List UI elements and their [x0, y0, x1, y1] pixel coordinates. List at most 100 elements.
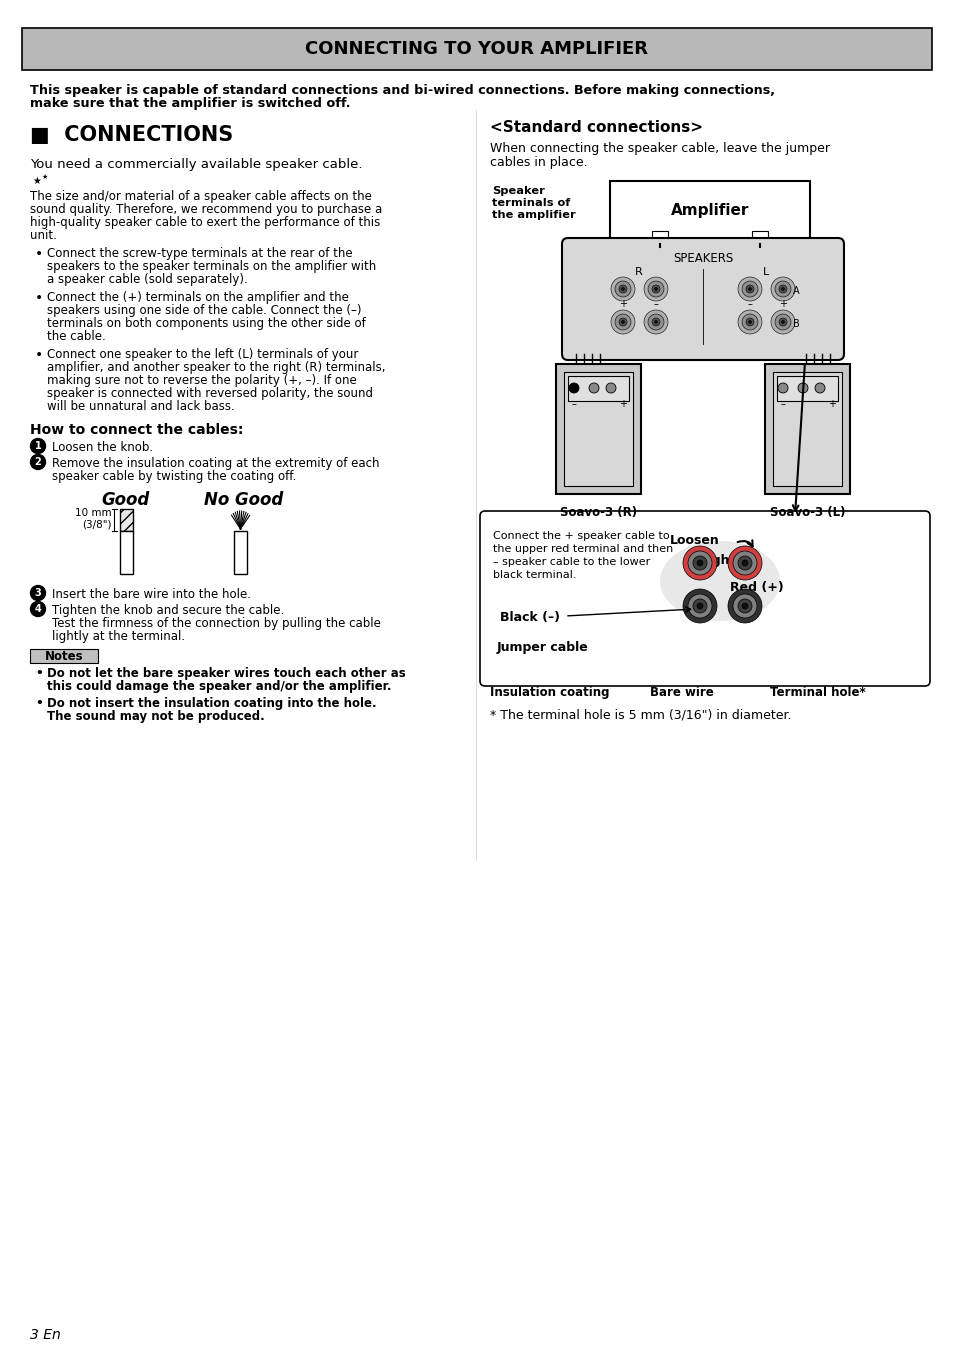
- Text: •: •: [35, 697, 43, 710]
- Bar: [764, 364, 849, 493]
- Text: Jumper cable: Jumper cable: [497, 642, 588, 654]
- Text: will be unnatural and lack bass.: will be unnatural and lack bass.: [47, 400, 234, 412]
- Bar: [22, 28, 931, 70]
- Text: ★: ★: [42, 174, 49, 181]
- Text: a speaker cable (sold separately).: a speaker cable (sold separately).: [47, 274, 248, 286]
- Circle shape: [738, 276, 761, 301]
- Text: ★: ★: [32, 177, 41, 186]
- Text: 1: 1: [34, 441, 41, 452]
- Text: +: +: [618, 399, 626, 408]
- Circle shape: [620, 321, 624, 324]
- Bar: [772, 372, 841, 487]
- Circle shape: [30, 601, 46, 616]
- Text: +: +: [618, 299, 626, 309]
- Text: –: –: [653, 299, 658, 309]
- Text: terminals on both components using the other side of: terminals on both components using the o…: [47, 317, 365, 330]
- Circle shape: [727, 546, 761, 580]
- Circle shape: [687, 594, 711, 617]
- Text: You need a commercially available speaker cable.: You need a commercially available speake…: [30, 158, 362, 171]
- Circle shape: [697, 603, 702, 609]
- Text: 2: 2: [34, 457, 41, 466]
- Text: the cable.: the cable.: [47, 330, 106, 342]
- Circle shape: [745, 284, 753, 293]
- Circle shape: [682, 546, 717, 580]
- Text: •: •: [35, 291, 43, 305]
- Bar: [567, 376, 628, 400]
- Text: Good: Good: [102, 491, 150, 510]
- Text: L: L: [762, 267, 768, 276]
- Text: Soavo-3 (R): Soavo-3 (R): [559, 506, 637, 519]
- Circle shape: [30, 438, 46, 453]
- Text: speakers to the speaker terminals on the amplifier with: speakers to the speaker terminals on the…: [47, 260, 375, 274]
- Circle shape: [610, 310, 635, 334]
- Text: Connect the + speaker cable to: Connect the + speaker cable to: [493, 531, 669, 541]
- Circle shape: [647, 280, 663, 297]
- Text: •: •: [35, 348, 43, 363]
- Circle shape: [620, 287, 624, 291]
- Bar: [651, 231, 667, 239]
- Circle shape: [568, 383, 578, 394]
- Text: R: R: [635, 267, 642, 276]
- Text: A: A: [792, 286, 799, 297]
- Bar: [120, 531, 132, 574]
- Circle shape: [797, 383, 807, 394]
- Text: +: +: [779, 299, 786, 309]
- Circle shape: [779, 318, 786, 326]
- Circle shape: [692, 555, 706, 570]
- Circle shape: [615, 314, 630, 330]
- Circle shape: [774, 314, 790, 330]
- Text: •: •: [35, 667, 43, 679]
- Circle shape: [738, 599, 751, 613]
- Text: –: –: [780, 399, 784, 408]
- Circle shape: [697, 559, 702, 566]
- Text: Remove the insulation coating at the extremity of each: Remove the insulation coating at the ext…: [52, 457, 379, 470]
- Circle shape: [778, 383, 787, 394]
- Text: –: –: [747, 299, 752, 309]
- Text: sound quality. Therefore, we recommend you to purchase a: sound quality. Therefore, we recommend y…: [30, 204, 382, 216]
- Circle shape: [779, 284, 786, 293]
- Circle shape: [687, 551, 711, 576]
- Circle shape: [643, 276, 667, 301]
- Text: unit.: unit.: [30, 229, 57, 243]
- Circle shape: [610, 276, 635, 301]
- Circle shape: [741, 314, 758, 330]
- Text: <Standard connections>: <Standard connections>: [490, 120, 702, 135]
- Bar: [556, 364, 640, 493]
- Circle shape: [738, 310, 761, 334]
- Bar: [30, 648, 98, 663]
- Circle shape: [651, 318, 659, 326]
- Text: No Good: No Good: [204, 491, 283, 510]
- Text: high-quality speaker cable to exert the performance of this: high-quality speaker cable to exert the …: [30, 216, 380, 229]
- Circle shape: [732, 551, 757, 576]
- Text: lightly at the terminal.: lightly at the terminal.: [52, 630, 185, 643]
- Text: When connecting the speaker cable, leave the jumper: When connecting the speaker cable, leave…: [490, 142, 829, 155]
- Circle shape: [748, 321, 751, 324]
- Text: –: –: [571, 399, 576, 408]
- Circle shape: [741, 603, 747, 609]
- Circle shape: [741, 280, 758, 297]
- Circle shape: [654, 321, 657, 324]
- Circle shape: [605, 383, 616, 394]
- Text: the amplifier: the amplifier: [492, 210, 576, 220]
- Bar: [120, 510, 132, 531]
- Circle shape: [727, 589, 761, 623]
- Circle shape: [692, 599, 706, 613]
- Text: Red (+): Red (+): [729, 581, 783, 594]
- Circle shape: [741, 559, 747, 566]
- Text: * The terminal hole is 5 mm (3/16") in diameter.: * The terminal hole is 5 mm (3/16") in d…: [490, 708, 791, 721]
- Text: Connect the screw-type terminals at the rear of the: Connect the screw-type terminals at the …: [47, 247, 353, 260]
- Text: Speaker: Speaker: [492, 186, 544, 195]
- Text: Insulation coating: Insulation coating: [490, 686, 609, 700]
- FancyBboxPatch shape: [479, 511, 929, 686]
- Text: B: B: [792, 319, 799, 329]
- Text: cables in place.: cables in place.: [490, 156, 587, 168]
- Text: make sure that the amplifier is switched off.: make sure that the amplifier is switched…: [30, 97, 350, 111]
- Bar: [563, 372, 633, 487]
- Text: 10 mm
(3/8"): 10 mm (3/8"): [75, 508, 112, 530]
- Text: Test the firmness of the connection by pulling the cable: Test the firmness of the connection by p…: [52, 617, 380, 630]
- Circle shape: [732, 594, 757, 617]
- Text: ■  CONNECTIONS: ■ CONNECTIONS: [30, 125, 233, 146]
- Circle shape: [748, 287, 751, 291]
- Text: Tighten: Tighten: [700, 554, 753, 568]
- Text: terminals of: terminals of: [492, 198, 570, 208]
